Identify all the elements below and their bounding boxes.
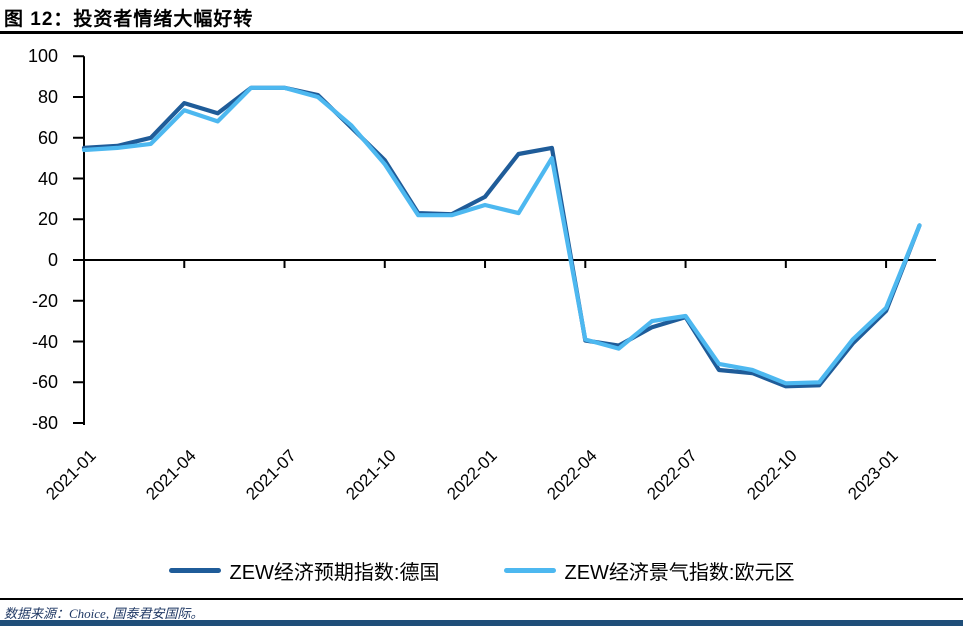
y-tick-label: 20: [37, 209, 58, 230]
footer-divider: [0, 598, 963, 600]
legend-item-eurozone: ZEW经济景气指数:欧元区: [503, 556, 795, 585]
y-tick-label: 100: [27, 46, 58, 67]
chart-legend: ZEW经济预期指数:德国 ZEW经济景气指数:欧元区: [0, 556, 963, 585]
legend-line-swatch: [503, 568, 556, 573]
y-tick-label: -60: [31, 372, 58, 393]
y-tick-label: -40: [31, 331, 58, 352]
legend-item-germany: ZEW经济预期指数:德国: [168, 556, 440, 585]
bottom-accent-bar: [0, 620, 963, 626]
y-tick-label: -80: [31, 413, 58, 433]
y-tick-label: 60: [37, 127, 58, 148]
legend-label: ZEW经济预期指数:德国: [229, 562, 440, 584]
legend-line-swatch: [168, 568, 221, 573]
zew-line-chart: 100 80 60 40 20 0 -20 -40 -60 -80 2021-01 2021-04 2…: [0, 34, 963, 554]
y-tick-label: 40: [37, 168, 58, 189]
y-tick-label: -20: [31, 290, 58, 311]
title-divider: [0, 31, 963, 34]
data-source-note: 数据来源：Choice, 国泰君安国际。: [4, 606, 204, 621]
legend-label: ZEW经济景气指数:欧元区: [564, 562, 795, 584]
series-line-germany: [81, 85, 922, 389]
chart-canvas: [73, 55, 936, 425]
y-tick-label: 80: [37, 87, 58, 107]
figure-title: 图 12：投资者情绪大幅好转: [4, 9, 254, 30]
y-tick-label: 0: [47, 250, 58, 270]
series-line-eurozone: [81, 85, 922, 386]
